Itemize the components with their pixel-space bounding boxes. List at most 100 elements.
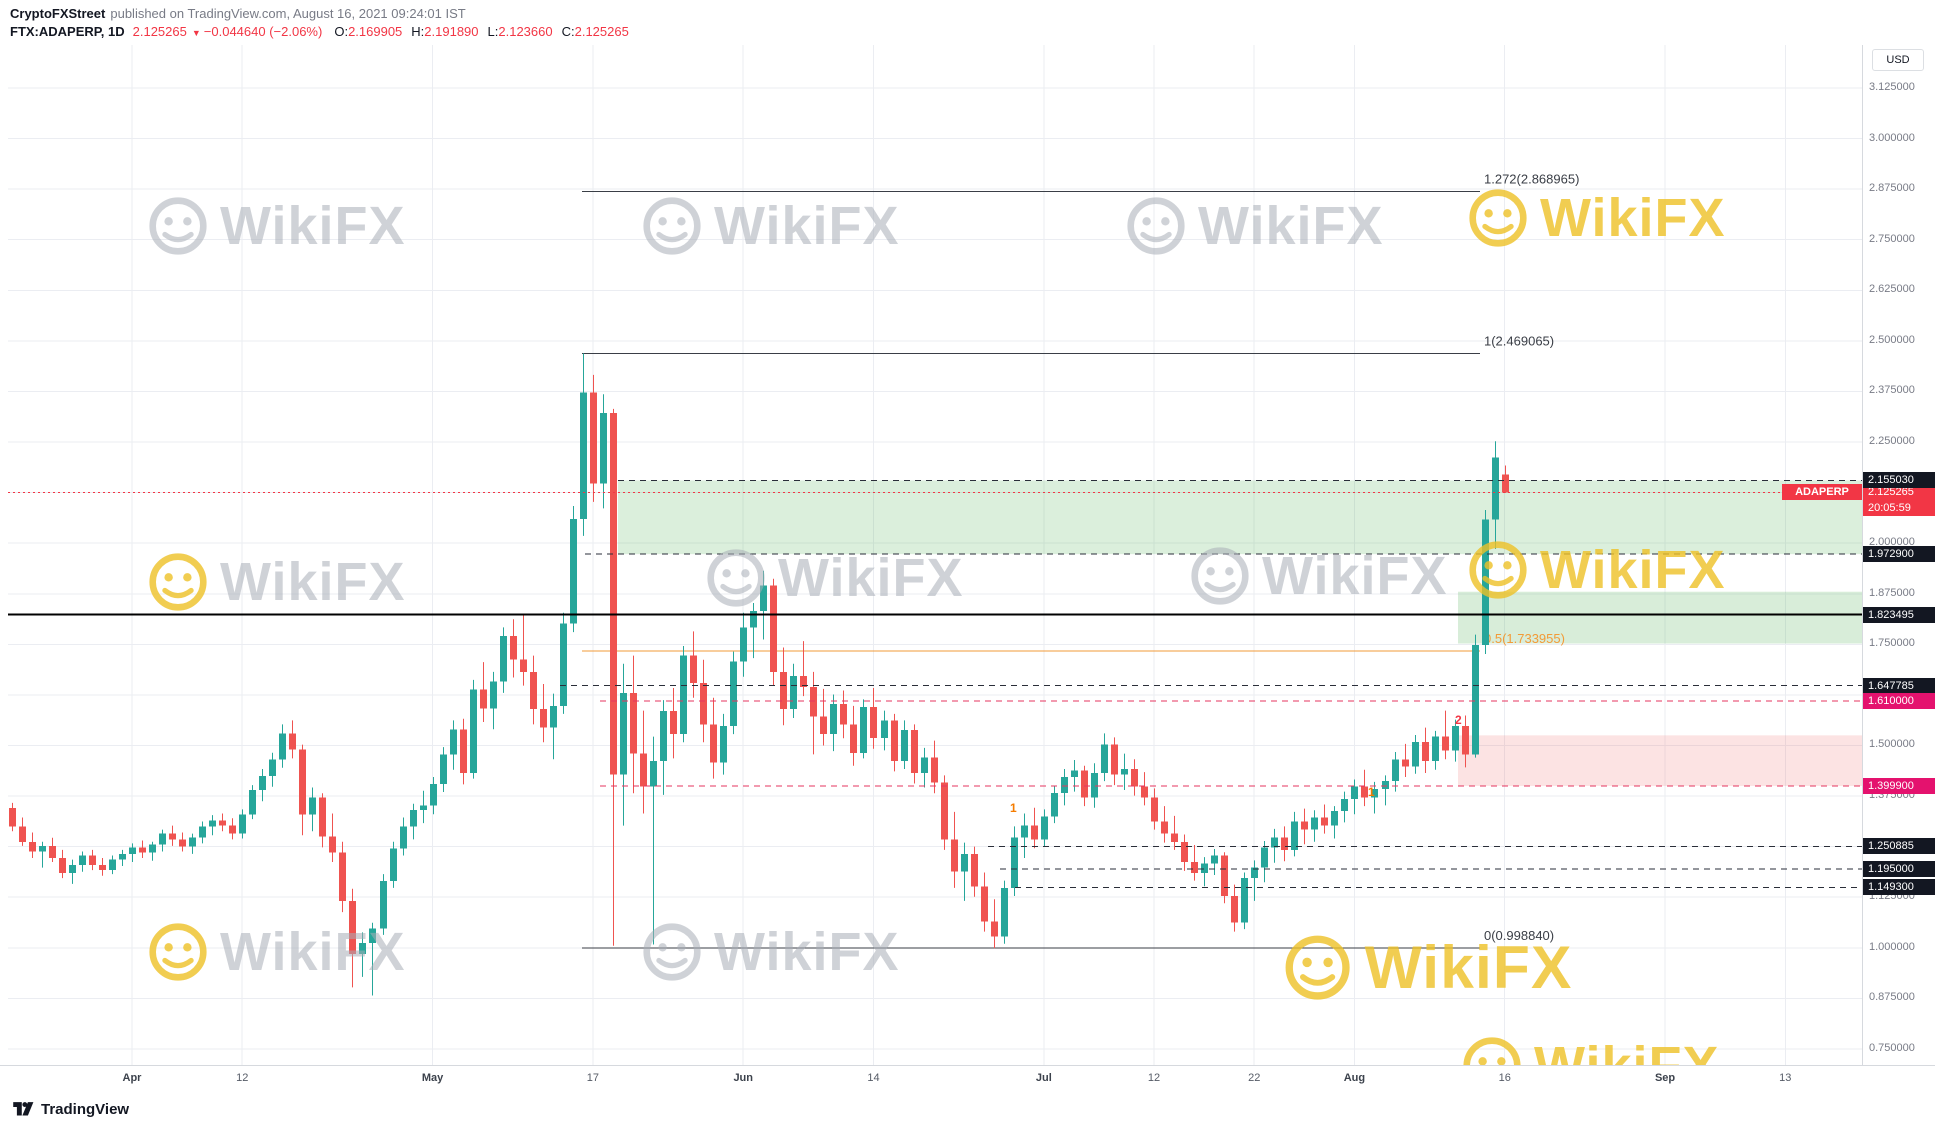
publish-info: published on TradingView.com, August 16,… — [110, 6, 466, 21]
candle-body — [730, 661, 737, 727]
candle-body — [19, 826, 26, 842]
price-axis-label: 2.875000 — [1869, 182, 1915, 195]
time-axis-label: May — [421, 1072, 444, 1084]
currency-toggle[interactable]: USD — [1872, 49, 1924, 71]
candle-body — [319, 797, 326, 837]
candle-body — [29, 841, 36, 852]
price-axis-label: 0.750000 — [1869, 1041, 1915, 1054]
candle-body — [289, 733, 296, 750]
candle-body — [1331, 811, 1338, 826]
price-chart-canvas[interactable]: 1.272(2.868965) 1(2.469065) 0.5(1.733955) 0… — [0, 45, 1862, 1065]
candle-body — [299, 749, 306, 815]
zone — [1458, 591, 1862, 644]
candle-body — [1402, 759, 1409, 767]
candle-body — [1111, 744, 1118, 775]
candle-body — [129, 847, 136, 854]
price-axis-label: 0.875000 — [1869, 991, 1915, 1004]
chart-area[interactable]: 1.272(2.868965) 1(2.469065) 0.5(1.733955) 0… — [0, 45, 1862, 1065]
publish-line: CryptoFXStreet published on TradingView.c… — [10, 6, 1935, 21]
candle-body — [359, 942, 366, 954]
candle-body — [59, 857, 66, 873]
candle-body — [490, 681, 497, 709]
candle-body — [991, 921, 998, 937]
wave-marker: 1 — [1010, 801, 1017, 815]
current-price-value: 2.125265 — [1868, 486, 1914, 499]
candle-body — [269, 759, 276, 776]
candle-body — [500, 636, 507, 682]
candle-body — [1191, 861, 1198, 873]
candle-body — [480, 689, 487, 709]
candle-body — [400, 826, 407, 849]
last-price: 2.125265 — [132, 24, 187, 39]
zone — [1458, 735, 1862, 786]
candle-body — [1271, 837, 1278, 848]
time-axis[interactable]: Apr 12 May 17 Jun 14 Jul 12 22 Aug 16 Sep 13 — [0, 1065, 1935, 1093]
candle-body — [380, 881, 387, 929]
candle-body — [349, 901, 356, 954]
header: CryptoFXStreet published on TradingView.c… — [0, 0, 1935, 45]
candle-body — [1011, 837, 1018, 888]
candle-body — [1101, 744, 1108, 773]
candle-body — [339, 852, 346, 902]
candle-body — [1021, 825, 1028, 838]
candle-body — [820, 716, 827, 735]
time-axis-label: 12 — [1147, 1072, 1161, 1084]
candle-body — [1452, 726, 1459, 751]
candle-body — [1041, 816, 1048, 840]
candle-body — [109, 859, 116, 871]
candle-body — [1161, 821, 1168, 834]
candle-body — [249, 789, 256, 815]
candle-body — [460, 729, 467, 773]
price-level-badge: 1.149300 — [1863, 879, 1935, 896]
candle-body — [550, 705, 557, 728]
candle-body — [961, 853, 968, 872]
candle-body — [750, 611, 757, 628]
tradingview-brand[interactable]: TradingView — [41, 1100, 130, 1118]
symbol-title: FTX:ADAPERP, 1D — [10, 24, 125, 39]
price-level-badge: 1.399900 — [1863, 777, 1935, 794]
grid — [8, 45, 1862, 1065]
candle-body — [1291, 821, 1298, 850]
open-value: O:2.169905 — [334, 24, 403, 39]
price-level-badge: 1.610000 — [1863, 692, 1935, 709]
candle-body — [239, 814, 246, 834]
candle-body — [1502, 474, 1509, 493]
time-axis-label: Jun — [733, 1072, 753, 1084]
tradingview-logo-icon[interactable] — [12, 1097, 34, 1122]
time-axis-label: 14 — [867, 1072, 880, 1084]
candle-body — [1261, 847, 1268, 868]
candle-body — [1361, 786, 1368, 798]
candle-body — [650, 760, 657, 787]
candle-body — [530, 671, 537, 710]
candle-body — [770, 585, 777, 672]
candle-body — [1061, 777, 1068, 794]
price-axis-label: 2.500000 — [1869, 333, 1915, 346]
candle-body — [790, 675, 797, 710]
candle-body — [1492, 457, 1499, 520]
candle-body — [1251, 867, 1258, 879]
time-axis-label: Sep — [1654, 1072, 1676, 1084]
candle-body — [971, 853, 978, 887]
candle-body — [1121, 768, 1128, 775]
price-level-badge: 1.972900 — [1863, 546, 1935, 563]
author-name: CryptoFXStreet — [10, 6, 106, 21]
candle-body — [941, 782, 948, 840]
price-axis[interactable]: USD 3.125000 3.000000 2.875000 2.750000 2.62… — [1862, 45, 1935, 1065]
candlestick-series — [9, 353, 1509, 996]
price-axis-label: 2.750000 — [1869, 232, 1915, 245]
candle-body — [1051, 793, 1058, 817]
candle-body — [99, 864, 106, 871]
candle-body — [810, 686, 817, 717]
candle-body — [830, 704, 837, 735]
low-value: L:2.123660 — [487, 24, 553, 39]
candle-body — [1442, 736, 1449, 751]
price-axis-label: 1.750000 — [1869, 637, 1915, 650]
candle-body — [89, 855, 96, 865]
candle-body — [1091, 772, 1098, 798]
candle-body — [870, 707, 877, 739]
candle-body — [740, 627, 747, 662]
price-level-badge: 1.250885 — [1863, 838, 1935, 855]
candle-body — [600, 412, 607, 484]
candle-body — [1462, 726, 1469, 755]
